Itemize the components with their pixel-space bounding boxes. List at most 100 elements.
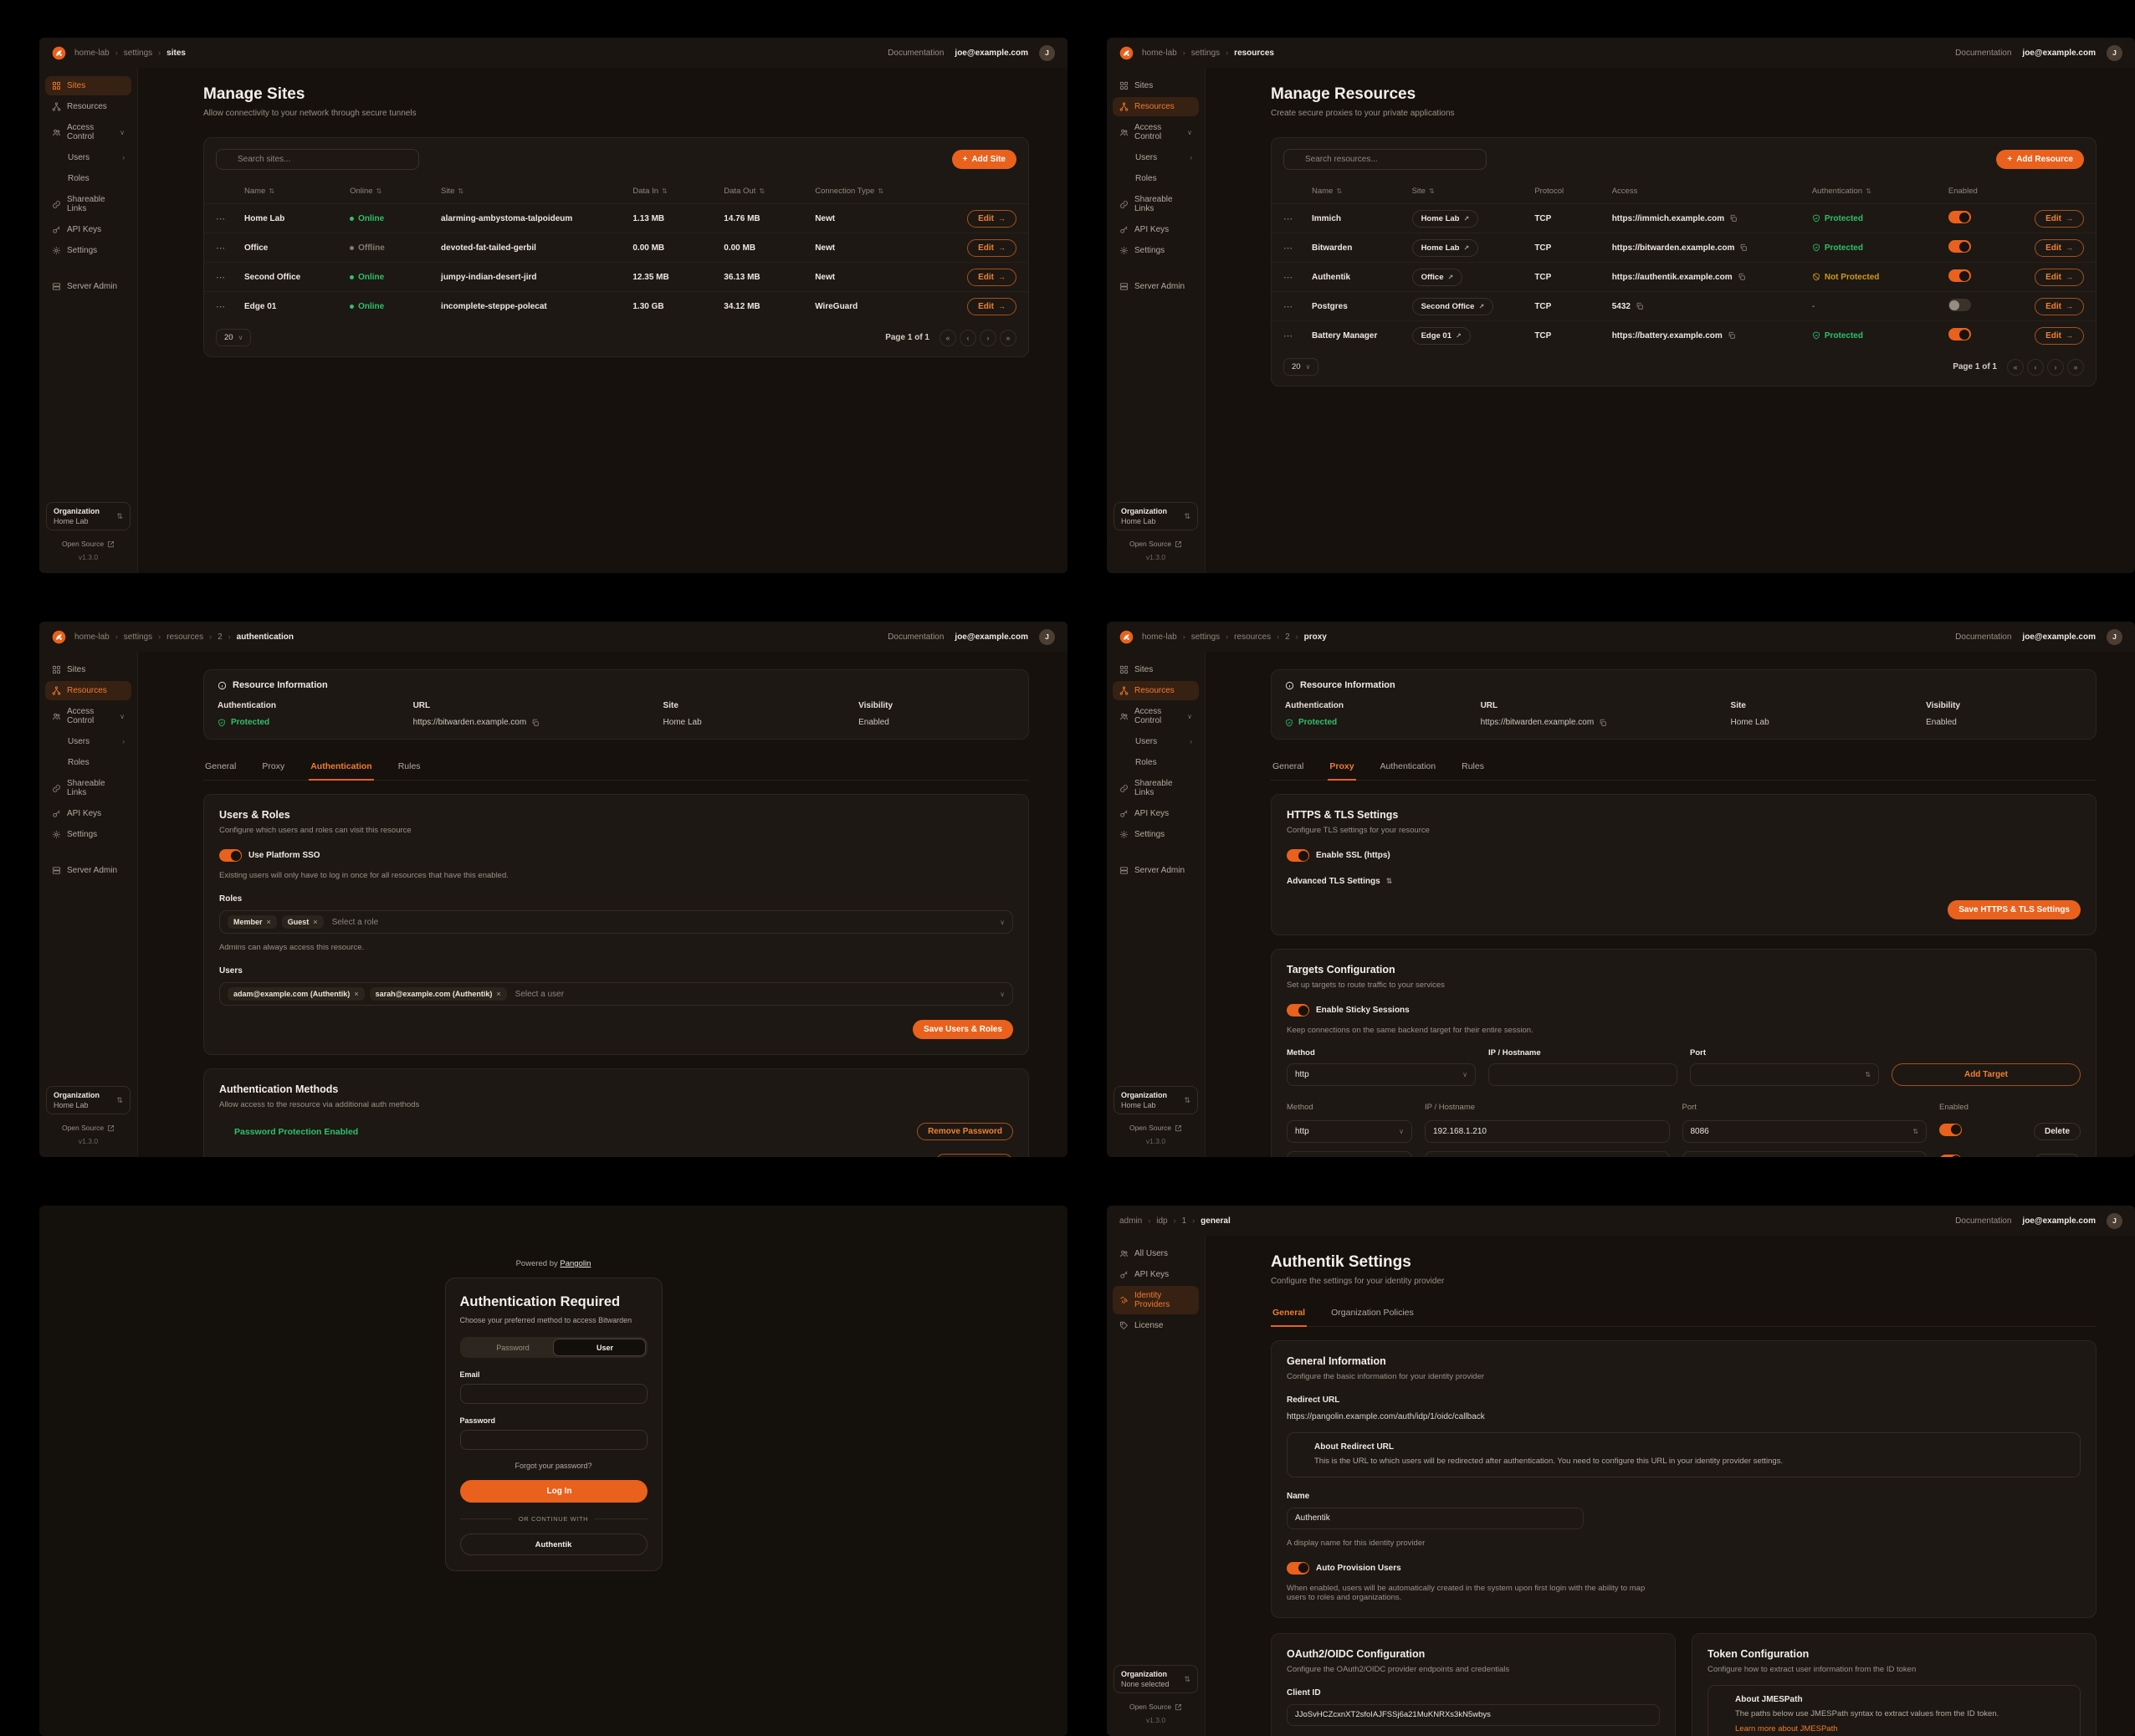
sidebar-item-roles[interactable]: Roles bbox=[45, 169, 131, 188]
copy-icon[interactable] bbox=[531, 719, 540, 727]
organization-selector[interactable]: Organization Home Lab ⇅ bbox=[1114, 502, 1198, 530]
next-page-button[interactable]: › bbox=[2047, 358, 2064, 376]
remove-chip-icon[interactable]: × bbox=[354, 990, 359, 998]
roles-multiselect[interactable]: Member × Guest × Select a role ∨ bbox=[219, 910, 1013, 934]
column-header-authentication[interactable]: Authentication ⇅ bbox=[1811, 187, 1871, 196]
column-header-data-out[interactable]: Data Out ⇅ bbox=[724, 187, 765, 196]
copy-icon[interactable] bbox=[1636, 302, 1644, 310]
breadcrumb-item-settings[interactable]: settings bbox=[1190, 48, 1221, 58]
open-source-link[interactable]: Open Source bbox=[1114, 1124, 1198, 1132]
sidebar-item-resources[interactable]: Resources bbox=[45, 681, 131, 700]
column-header-site[interactable]: Site ⇅ bbox=[441, 187, 464, 196]
sidebar-item-shareable-links[interactable]: Shareable Links bbox=[1113, 774, 1199, 802]
target-port-input[interactable]: ⇅ bbox=[1682, 1151, 1927, 1157]
sidebar-item-access-control[interactable]: Access Control ∨ bbox=[1113, 702, 1199, 730]
tab-rules[interactable]: Rules bbox=[397, 761, 421, 771]
users-multiselect[interactable]: adam@example.com (Authentik) × sarah@examp… bbox=[219, 982, 1013, 1006]
row-actions-button[interactable]: ⋯ bbox=[1283, 272, 1293, 283]
breadcrumb-item-admin[interactable]: admin bbox=[1119, 1216, 1143, 1226]
breadcrumb-item-proxy[interactable]: proxy bbox=[1303, 632, 1327, 642]
breadcrumb-item-2[interactable]: 2 bbox=[218, 632, 223, 642]
sidebar-item-api-keys[interactable]: API Keys bbox=[1113, 1265, 1199, 1284]
breadcrumb-item-settings[interactable]: settings bbox=[123, 48, 153, 58]
row-actions-button[interactable]: ⋯ bbox=[216, 272, 226, 283]
sidebar-item-shareable-links[interactable]: Shareable Links bbox=[1113, 190, 1199, 218]
chip-guest[interactable]: Guest × bbox=[281, 915, 324, 929]
breadcrumb-item-settings[interactable]: settings bbox=[123, 632, 153, 642]
save-users-roles-button[interactable]: Save Users & Roles bbox=[913, 1020, 1013, 1039]
chip-adam-example-com-authentik[interactable]: adam@example.com (Authentik) × bbox=[228, 987, 365, 1001]
breadcrumb-item-resources[interactable]: resources bbox=[1234, 632, 1272, 642]
avatar[interactable]: J bbox=[2107, 628, 2122, 645]
password-field[interactable] bbox=[459, 1430, 648, 1450]
edit-button[interactable]: Edit → bbox=[2035, 238, 2084, 257]
sidebar-item-server-admin[interactable]: Server Admin bbox=[1113, 861, 1199, 880]
open-source-link[interactable]: Open Source bbox=[46, 540, 131, 548]
column-header-name[interactable]: Name ⇅ bbox=[244, 187, 275, 196]
organization-selector[interactable]: Organization None selected ⇅ bbox=[1114, 1665, 1198, 1693]
breadcrumb-item-sites[interactable]: sites bbox=[166, 48, 186, 58]
sidebar-item-users[interactable]: Users › bbox=[45, 732, 131, 751]
last-page-button[interactable]: » bbox=[1000, 329, 1016, 346]
breadcrumb-item-resources[interactable]: resources bbox=[1234, 48, 1274, 58]
method-select[interactable]: http ∨ bbox=[1287, 1063, 1476, 1086]
avatar[interactable]: J bbox=[2107, 1212, 2122, 1229]
authentik-sso-button[interactable]: Authentik bbox=[459, 1534, 648, 1555]
number-spinner-icon[interactable]: ⇅ bbox=[1912, 1128, 1918, 1135]
remove-chip-icon[interactable]: × bbox=[496, 990, 501, 998]
site-link-tag[interactable]: Edge 01 ↗ bbox=[1411, 326, 1471, 345]
breadcrumb-item-home-lab[interactable]: home-lab bbox=[74, 48, 110, 58]
enabled-toggle[interactable] bbox=[1948, 240, 1971, 253]
tab-proxy[interactable]: Proxy bbox=[262, 761, 285, 771]
sidebar-item-license[interactable]: License bbox=[1113, 1316, 1199, 1335]
port-input[interactable]: ⇅ bbox=[1690, 1063, 1879, 1086]
breadcrumb-item-resources[interactable]: resources bbox=[166, 632, 204, 642]
row-actions-button[interactable]: ⋯ bbox=[216, 213, 226, 224]
save-tls-settings-button[interactable]: Save HTTPS & TLS Settings bbox=[1948, 900, 2081, 919]
tab-rules[interactable]: Rules bbox=[1462, 761, 1484, 771]
target-ip-input[interactable] bbox=[1425, 1120, 1670, 1143]
open-source-link[interactable]: Open Source bbox=[1114, 540, 1198, 548]
row-actions-button[interactable]: ⋯ bbox=[216, 301, 226, 312]
documentation-link[interactable]: Documentation bbox=[1955, 48, 2012, 58]
sidebar-item-server-admin[interactable]: Server Admin bbox=[1113, 277, 1199, 296]
sidebar-item-sites[interactable]: Sites bbox=[1113, 76, 1199, 95]
edit-button[interactable]: Edit → bbox=[2035, 209, 2084, 228]
next-page-button[interactable]: › bbox=[980, 329, 996, 346]
sticky-sessions-toggle[interactable] bbox=[1287, 1004, 1309, 1017]
target-enabled-toggle[interactable] bbox=[1939, 1123, 1962, 1136]
organization-selector[interactable]: Organization Home Lab ⇅ bbox=[1114, 1086, 1198, 1114]
column-header-data-in[interactable]: Data In ⇅ bbox=[632, 187, 668, 196]
copy-icon[interactable] bbox=[1729, 214, 1738, 223]
row-actions-button[interactable]: ⋯ bbox=[1283, 301, 1293, 312]
last-page-button[interactable]: » bbox=[2067, 358, 2084, 376]
sidebar-item-access-control[interactable]: Access Control ∨ bbox=[45, 118, 131, 146]
breadcrumb-item-home-lab[interactable]: home-lab bbox=[1142, 632, 1177, 642]
open-source-link[interactable]: Open Source bbox=[46, 1124, 131, 1132]
row-actions-button[interactable]: ⋯ bbox=[1283, 330, 1293, 341]
page-size-select[interactable]: 20 ∨ bbox=[216, 329, 252, 346]
column-header-access[interactable]: Access bbox=[1611, 187, 1638, 196]
remove-chip-icon[interactable]: × bbox=[266, 918, 271, 926]
user-email[interactable]: joe@example.com bbox=[955, 48, 1028, 58]
sidebar-item-api-keys[interactable]: API Keys bbox=[1113, 804, 1199, 823]
first-page-button[interactable]: « bbox=[2007, 358, 2024, 376]
add-site-button[interactable]: + Add Site bbox=[951, 150, 1016, 169]
remove-chip-icon[interactable]: × bbox=[313, 918, 318, 926]
auto-provision-users-toggle[interactable] bbox=[1287, 1561, 1309, 1575]
sidebar-item-api-keys[interactable]: API Keys bbox=[45, 220, 131, 239]
sidebar-item-roles[interactable]: Roles bbox=[1113, 753, 1199, 772]
avatar[interactable]: J bbox=[2107, 44, 2122, 61]
first-page-button[interactable]: « bbox=[940, 329, 956, 346]
sidebar-item-access-control[interactable]: Access Control ∨ bbox=[45, 702, 131, 730]
sidebar-item-server-admin[interactable]: Server Admin bbox=[45, 861, 131, 880]
site-link-tag[interactable]: Second Office ↗ bbox=[1411, 297, 1494, 315]
enable-ssl-toggle[interactable] bbox=[1287, 849, 1309, 862]
prev-page-button[interactable]: ‹ bbox=[960, 329, 976, 346]
sidebar-item-settings[interactable]: Settings bbox=[1113, 825, 1199, 844]
sidebar-item-sites[interactable]: Sites bbox=[45, 76, 131, 95]
breadcrumb-item-general[interactable]: general bbox=[1201, 1216, 1231, 1226]
sidebar-item-roles[interactable]: Roles bbox=[1113, 169, 1199, 188]
use-platform-sso-toggle[interactable] bbox=[219, 849, 242, 862]
copy-icon[interactable] bbox=[1728, 331, 1736, 340]
